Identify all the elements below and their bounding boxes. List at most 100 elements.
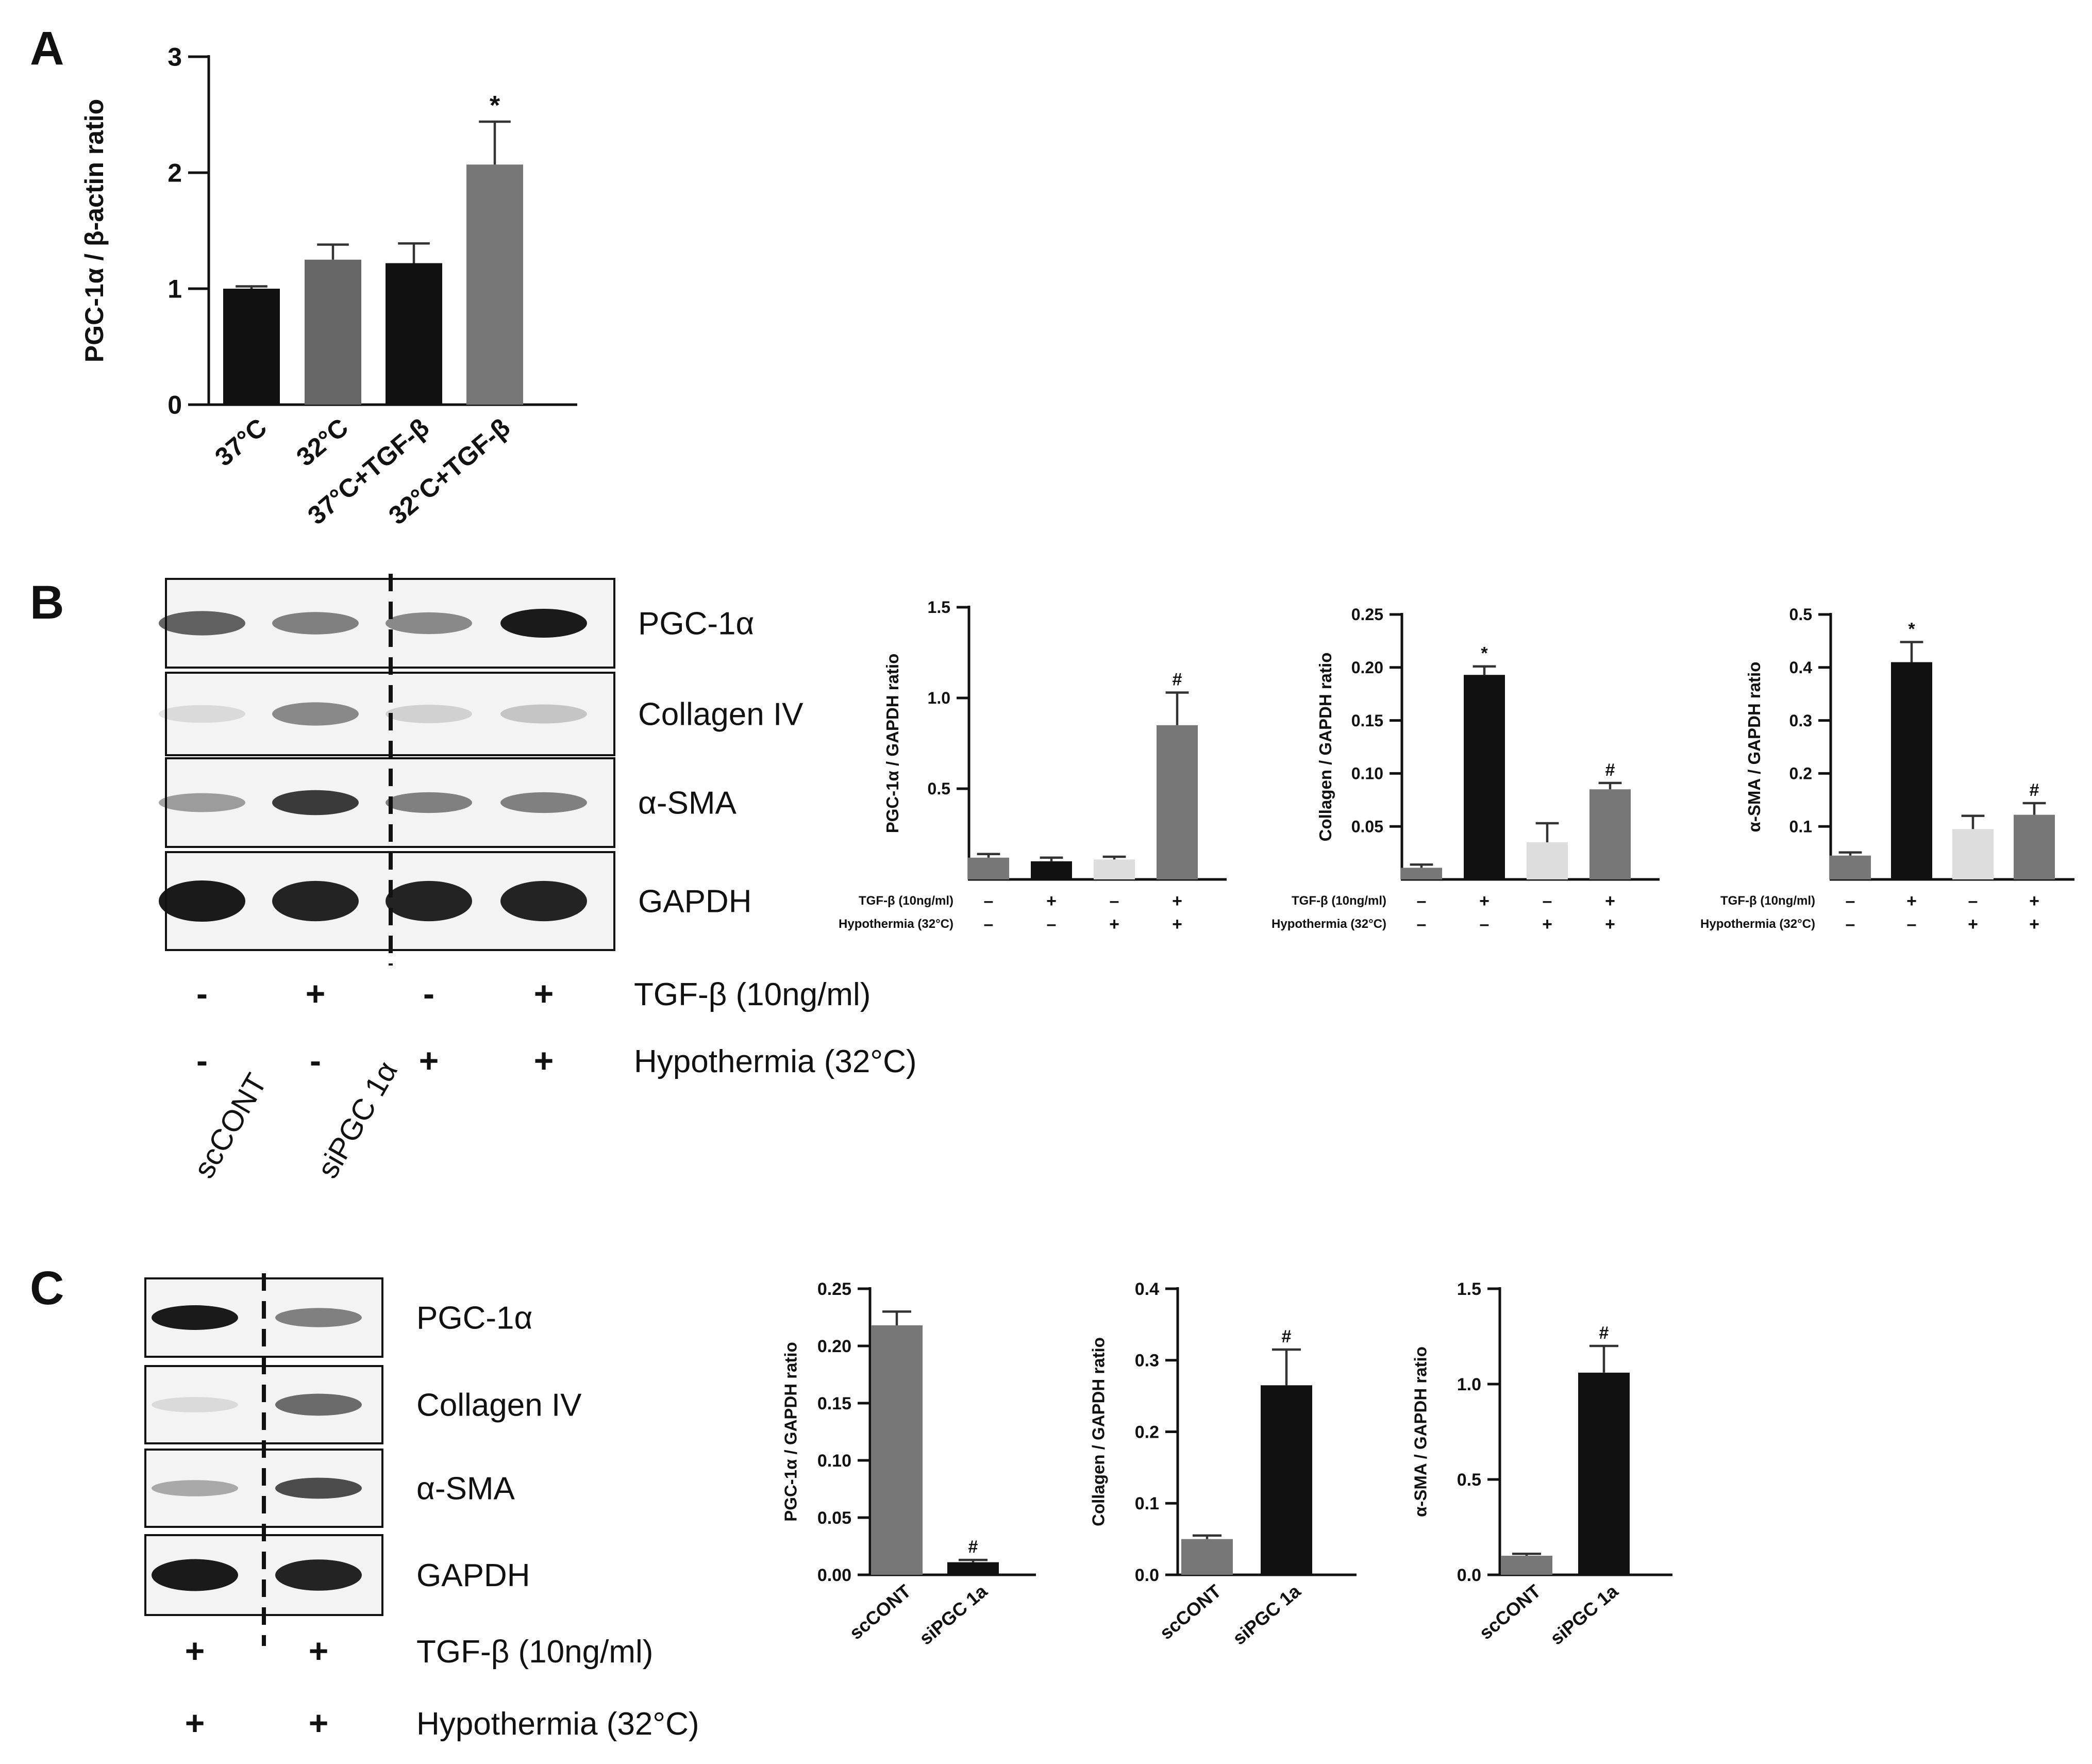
significance-mark: #: [1599, 1323, 1609, 1343]
condition-label: Hypothermia (32°C): [1700, 917, 1815, 931]
condition-sign: –: [1846, 914, 1855, 934]
bar: [466, 164, 523, 405]
y-tick-label: 0.4: [1789, 658, 1813, 677]
band-label: α-SMA: [416, 1471, 515, 1507]
condition-sign: +: [1479, 891, 1489, 911]
bar: [1464, 675, 1505, 879]
condition-sign: +: [419, 1041, 439, 1079]
protein-band: [152, 1480, 238, 1496]
panel-label-b: B: [30, 576, 64, 629]
category-label: siPGC 1a: [1229, 1580, 1305, 1649]
y-tick-label: 0.15: [817, 1394, 851, 1413]
band-label: GAPDH: [416, 1558, 530, 1593]
condition-sign: +: [306, 974, 326, 1012]
blot-row: GAPDH: [159, 851, 751, 951]
chart-b1: 0.5 1.0 1.5 PGC-1α / GAPDH ratio # TGF-β (10n…: [839, 598, 1227, 934]
condition-sign: +: [1172, 891, 1182, 911]
y-tick-label: 1.0: [1457, 1375, 1481, 1394]
blot-row: PGC-1α: [159, 578, 754, 669]
bar: [1261, 1385, 1312, 1575]
chart-c1: 0.00 0.05 0.10 0.15 0.20 0.25 PGC-1α / GAPDH r…: [781, 1279, 1036, 1649]
condition-sign: +: [1109, 914, 1119, 934]
y-axis-label-group: α-SMA / GAPDH ratio: [1745, 662, 1764, 833]
protein-band: [386, 792, 472, 813]
protein-band: [272, 702, 359, 726]
bar: [968, 857, 1009, 879]
lane-label: scCONT: [187, 1068, 273, 1184]
y-tick-label: 0.0: [1457, 1566, 1481, 1585]
y-axis-label-group: PGC-1α / β-actin ratio: [80, 99, 109, 362]
condition-sign: +: [1605, 914, 1615, 934]
condition-sign: +: [185, 1704, 205, 1742]
significance-mark: #: [2030, 780, 2039, 800]
condition-sign: –: [1417, 914, 1427, 934]
y-axis-label-group: α-SMA / GAPDH ratio: [1411, 1346, 1430, 1517]
bar: [1181, 1539, 1233, 1575]
category-label: 32°C: [291, 413, 354, 472]
y-axis-label: PGC-1α / GAPDH ratio: [883, 654, 902, 834]
chart-b2: 0.05 0.10 0.15 0.20 0.25 Collagen / GAPDH rat…: [1271, 605, 1660, 934]
condition-label: TGF-β (10ng/ml): [1720, 894, 1815, 908]
category-label-group: scCONT: [845, 1580, 915, 1644]
chart-c3: 0.0 0.5 1.0 1.5 α-SMA / GAPDH ratio scCONT # si…: [1411, 1279, 1672, 1649]
bar: [1578, 1372, 1630, 1575]
condition-sign: -: [196, 974, 208, 1012]
category-label-group: siPGC 1a: [1229, 1580, 1305, 1649]
condition-sign: -: [196, 1041, 208, 1079]
condition-sign: +: [1968, 914, 1978, 934]
band-label: PGC-1α: [416, 1301, 532, 1336]
lane-label-group: scCONT: [187, 1068, 273, 1184]
y-tick-label: 0.5: [928, 779, 950, 798]
y-tick-label: 0.10: [1351, 764, 1383, 783]
y-tick-label: 1.5: [1457, 1279, 1481, 1299]
bar: [1527, 842, 1568, 879]
protein-band: [386, 612, 472, 635]
protein-band: [275, 1477, 362, 1499]
condition-label: TGF-β (10ng/ml): [859, 894, 953, 908]
bar: [1589, 789, 1631, 879]
condition-sign: -: [310, 1041, 321, 1079]
bar: [1031, 861, 1072, 879]
protein-band: [159, 793, 245, 812]
significance-mark: *: [490, 91, 500, 121]
band-label: Collagen IV: [638, 697, 804, 733]
y-tick-label: 0.1: [1135, 1494, 1159, 1513]
y-axis-label: PGC-1α / β-actin ratio: [80, 99, 109, 362]
y-tick-label: 0.2: [1135, 1422, 1159, 1442]
y-tick-label: 0.1: [1789, 817, 1812, 836]
bar: [386, 263, 442, 405]
protein-band: [500, 792, 587, 813]
condition-label: TGF-β (10ng/ml): [634, 977, 871, 1012]
protein-band: [386, 705, 472, 723]
y-tick-label: 0.00: [817, 1566, 851, 1585]
protein-band: [275, 1559, 362, 1591]
condition-label: TGF-β (10ng/ml): [416, 1634, 653, 1670]
condition-sign: +: [2029, 914, 2039, 934]
condition-label: Hypothermia (32°C): [1271, 917, 1386, 931]
condition-sign: +: [1172, 914, 1182, 934]
protein-band: [152, 1559, 238, 1591]
blot-panel-c: PGC-1α Collagen IV α-SMA GAPDH scCONT siPGC 1…: [144, 1056, 699, 1742]
condition-sign: –: [1907, 914, 1917, 934]
condition-sign: +: [534, 974, 554, 1012]
y-tick-label: 0.25: [817, 1279, 851, 1299]
category-label: scCONT: [1475, 1580, 1545, 1644]
condition-sign: +: [185, 1632, 205, 1670]
protein-band: [152, 1397, 238, 1412]
y-tick-label: 0.05: [1351, 817, 1383, 836]
condition-sign: –: [1480, 914, 1489, 934]
significance-mark: #: [1282, 1327, 1292, 1346]
category-label: 37°C: [209, 413, 272, 472]
significance-mark: #: [1173, 670, 1182, 689]
condition-sign: -: [423, 974, 434, 1012]
condition-sign: +: [309, 1704, 329, 1742]
y-tick-label: 2: [168, 159, 182, 188]
y-tick-label: 0.15: [1351, 711, 1383, 730]
condition-sign: +: [1046, 891, 1057, 911]
blot-row: α-SMA: [144, 1449, 515, 1528]
significance-mark: *: [1481, 644, 1488, 663]
protein-band: [500, 609, 587, 638]
